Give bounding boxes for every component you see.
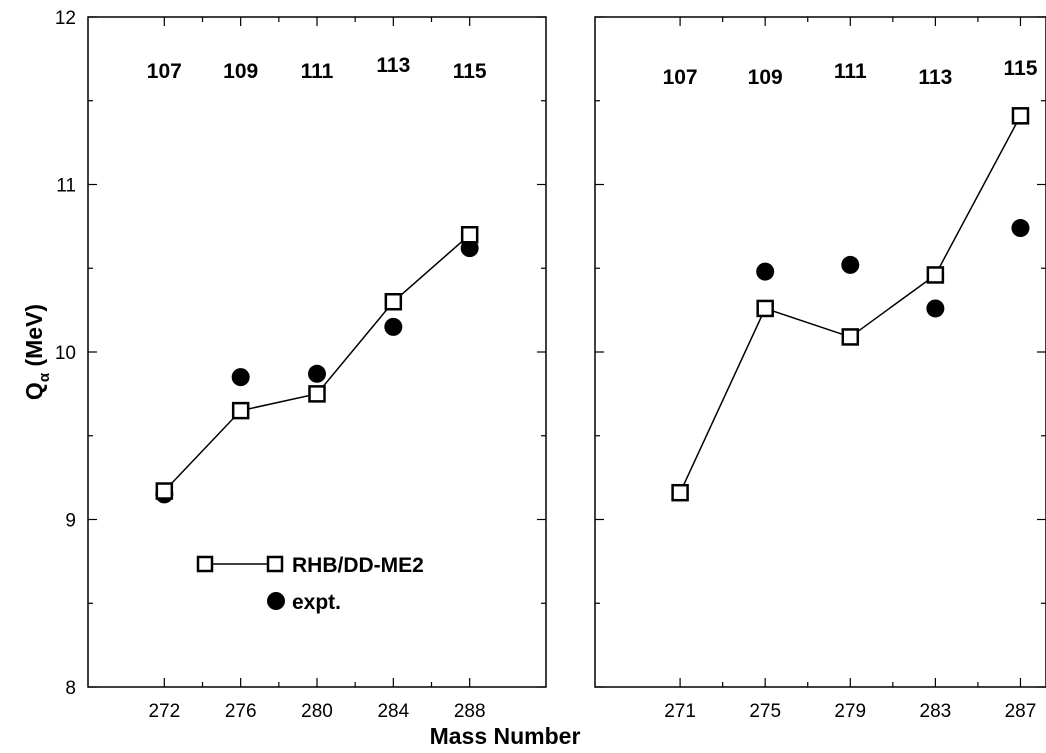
legend-marker-rhb-left: [196, 555, 214, 573]
legend-label-expt: expt.: [292, 591, 341, 614]
right-proton-label: 111: [834, 60, 867, 83]
right-expt-point: [1011, 219, 1030, 238]
left-expt-point: [308, 364, 326, 383]
left-proton-label: 107: [147, 60, 182, 83]
left-rhb-point: [231, 401, 250, 420]
legend-label-rhb: RHB/DD-ME2: [292, 554, 424, 577]
left-proton-label: 109: [223, 60, 258, 83]
y-axis-title: Qα (MeV): [21, 304, 53, 400]
x-axis-title: Mass Number: [430, 723, 581, 749]
left-xtick-label: 288: [454, 701, 486, 722]
left-ytick-label: 11: [56, 176, 76, 197]
legend-marker-expt: [267, 592, 285, 610]
left-ytick-label: 12: [55, 8, 76, 29]
y-axis-title-main: Q: [21, 382, 47, 400]
right-rhb-point: [926, 266, 945, 284]
left-ytick-label: 9: [65, 511, 76, 532]
left-xtick-label: 276: [225, 701, 257, 722]
right-rhb-point: [841, 328, 860, 346]
right-proton-label: 107: [663, 66, 698, 89]
right-xtick-label: 279: [834, 701, 866, 722]
left-ytick-label: 8: [65, 678, 76, 699]
right-panel: 271 275 279 283 287 107 109 111 113 115: [594, 16, 1046, 722]
right-rhb-point: [1011, 107, 1030, 125]
right-xtick-label: 287: [1005, 701, 1037, 722]
left-proton-label: 111: [301, 60, 334, 83]
right-xtick-label: 283: [920, 701, 952, 722]
left-proton-label: 113: [376, 54, 410, 77]
right-rhb-point: [671, 483, 689, 502]
left-proton-label: 115: [453, 60, 487, 83]
legend-marker-rhb-right: [266, 555, 284, 573]
left-rhb-point: [155, 482, 174, 500]
legend: RHB/DD-ME2 expt.: [196, 554, 424, 614]
right-expt-point: [926, 299, 945, 318]
left-expt-point: [460, 239, 479, 258]
left-rhb-point: [460, 226, 479, 244]
right-proton-label: 115: [1004, 57, 1038, 80]
right-expt-point: [841, 255, 860, 274]
right-expt-point: [756, 262, 775, 281]
right-proton-label: 113: [918, 66, 952, 89]
right-plot-frame: [594, 16, 1046, 688]
right-xtick-label: 275: [749, 701, 781, 722]
left-rhb-line: [163, 234, 471, 492]
left-rhb-point: [308, 385, 326, 403]
left-panel: 8 9 10 11 12 272 276 280 284 288 107 109 111 113 115: [55, 8, 547, 722]
right-proton-label: 109: [748, 66, 783, 89]
y-axis-title-unit: (MeV): [21, 304, 47, 373]
left-xtick-label: 280: [301, 701, 333, 722]
right-rhb-line: [679, 115, 1022, 494]
left-expt-point: [231, 368, 250, 387]
right-xtick-label: 271: [664, 701, 696, 722]
y-axis-title-sub: α: [36, 372, 53, 382]
left-plot-frame: [87, 16, 547, 688]
left-expt-point: [384, 317, 403, 336]
left-ytick-label: 10: [55, 343, 76, 364]
left-xtick-label: 272: [148, 701, 180, 722]
right-rhb-point: [756, 299, 774, 318]
left-xtick-label: 284: [377, 701, 409, 722]
left-rhb-point: [384, 293, 403, 311]
